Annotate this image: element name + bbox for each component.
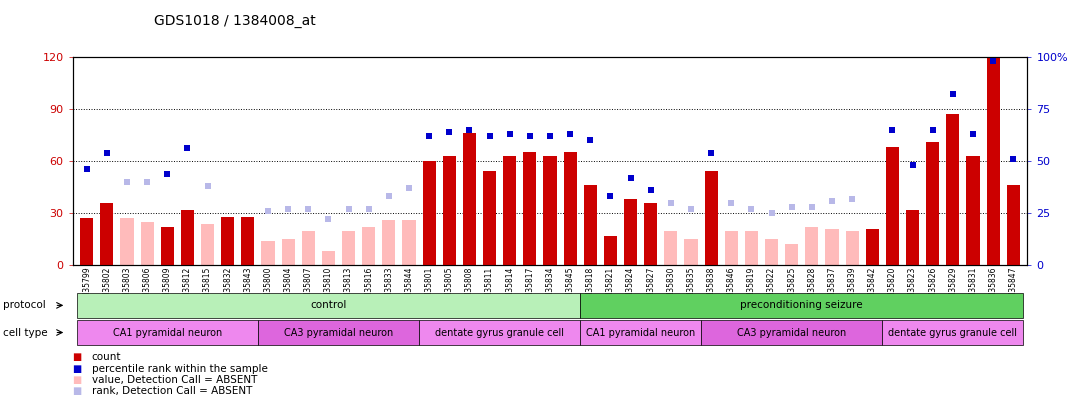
Bar (946, 114, 959, 265)
Bar (443, 156, 456, 265)
Bar (644, 202, 657, 265)
Bar (321, 252, 335, 265)
Bar (805, 227, 818, 265)
Text: CA1 pyramidal neuron: CA1 pyramidal neuron (112, 328, 222, 337)
Bar (846, 230, 859, 265)
Bar (503, 156, 516, 265)
Text: percentile rank within the sample: percentile rank within the sample (92, 364, 268, 373)
Bar (342, 230, 356, 265)
Bar (121, 218, 134, 265)
Text: dentate gyrus granule cell: dentate gyrus granule cell (435, 328, 564, 337)
Bar (584, 185, 597, 265)
Bar (785, 245, 798, 265)
Bar (100, 202, 113, 265)
Bar (906, 210, 920, 265)
Bar (1007, 185, 1020, 265)
Text: dentate gyrus granule cell: dentate gyrus granule cell (889, 328, 1018, 337)
Bar (725, 230, 738, 265)
Text: ■: ■ (73, 375, 82, 385)
Text: ■: ■ (73, 364, 82, 373)
Bar (765, 239, 779, 265)
Bar (826, 229, 838, 265)
Bar (241, 217, 254, 265)
Bar (201, 224, 214, 265)
Text: protocol: protocol (3, 301, 46, 310)
Bar (685, 239, 697, 265)
Bar (262, 241, 274, 265)
Text: GDS1018 / 1384008_at: GDS1018 / 1384008_at (154, 14, 316, 28)
Bar (987, 55, 1000, 265)
Bar (564, 152, 577, 265)
Bar (624, 199, 638, 265)
Text: rank, Detection Call = ABSENT: rank, Detection Call = ABSENT (92, 386, 252, 396)
Bar (462, 133, 476, 265)
Bar (886, 147, 899, 265)
Text: CA1 pyramidal neuron: CA1 pyramidal neuron (586, 328, 695, 337)
Bar (282, 239, 295, 265)
Bar (382, 220, 395, 265)
Text: CA3 pyramidal neuron: CA3 pyramidal neuron (284, 328, 393, 337)
Text: preconditioning seizure: preconditioning seizure (740, 301, 863, 310)
Bar (705, 171, 718, 265)
Bar (483, 171, 497, 265)
Bar (544, 156, 556, 265)
Bar (523, 152, 536, 265)
Bar (926, 142, 939, 265)
Bar (221, 217, 234, 265)
Bar (302, 230, 315, 265)
Bar (664, 230, 677, 265)
Bar (141, 222, 154, 265)
Bar (603, 236, 617, 265)
Text: value, Detection Call = ABSENT: value, Detection Call = ABSENT (92, 375, 257, 385)
Bar (180, 210, 194, 265)
Text: CA3 pyramidal neuron: CA3 pyramidal neuron (737, 328, 846, 337)
Text: ■: ■ (73, 352, 82, 362)
Bar (967, 156, 979, 265)
Bar (80, 218, 93, 265)
Text: count: count (92, 352, 122, 362)
Bar (403, 220, 415, 265)
Text: control: control (311, 301, 347, 310)
Bar (161, 227, 174, 265)
Bar (423, 161, 436, 265)
Bar (744, 230, 758, 265)
Text: ■: ■ (73, 386, 82, 396)
Text: cell type: cell type (3, 328, 48, 337)
Bar (362, 227, 375, 265)
Bar (866, 229, 879, 265)
